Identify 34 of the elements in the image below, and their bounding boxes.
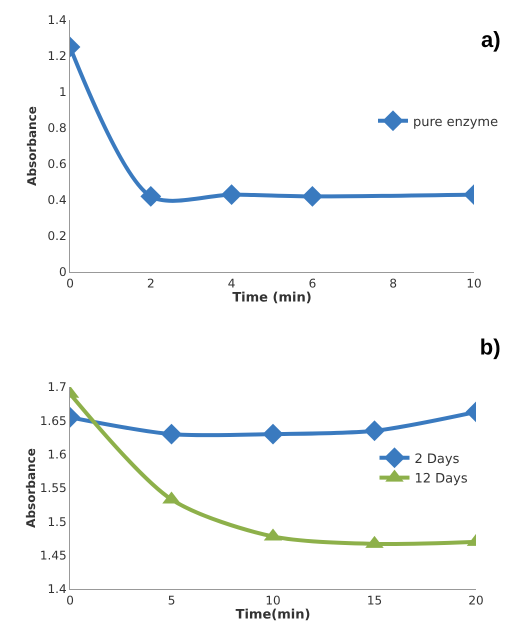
y-tick-label: 1 (58, 85, 67, 100)
y-tick-label: 0.4 (48, 193, 67, 208)
x-tick-label: 4 (228, 276, 236, 290)
x-tick-label: 5 (168, 593, 176, 608)
legend-label: 2 Days (414, 452, 460, 467)
y-tick-label: 1.45 (40, 548, 67, 563)
y-tick-label: 0 (58, 265, 67, 280)
y-tick-label: 1.6 (48, 448, 67, 462)
x-tick-label: 10 (466, 276, 482, 290)
y-axis-title: Absorbance (24, 448, 38, 528)
y-tick-label: 0.2 (48, 229, 67, 244)
y-tick-label: 1.65 (40, 414, 67, 428)
y-tick-label: 1.2 (48, 49, 67, 64)
y-tick-label: 1.4 (48, 582, 67, 596)
x-tick-label: 20 (468, 593, 484, 608)
x-tick-label: 8 (389, 276, 398, 290)
chart-title: a) (480, 27, 501, 52)
y-tick-label: 1.4 (48, 13, 67, 28)
y-tick-label: 1.5 (48, 514, 67, 529)
x-axis-title: Time (min) (232, 290, 312, 306)
x-tick-label: 15 (366, 593, 382, 608)
legend-label: 12 Days (414, 472, 468, 487)
x-tick-label: 2 (146, 276, 155, 290)
x-axis-title: Time(min) (236, 607, 310, 622)
y-axis-title: Absorbance (25, 106, 39, 186)
y-tick-label: 1.7 (48, 380, 67, 394)
y-tick-label: 0.6 (48, 157, 67, 172)
x-tick-label: 6 (308, 276, 316, 290)
y-tick-label: 0.8 (48, 121, 67, 136)
point (221, 184, 242, 205)
x-tick-label: 10 (265, 593, 281, 608)
y-tick-label: 1.55 (40, 481, 67, 496)
chart-title: b) (480, 334, 501, 360)
legend-label: pure enzyme (413, 114, 498, 130)
